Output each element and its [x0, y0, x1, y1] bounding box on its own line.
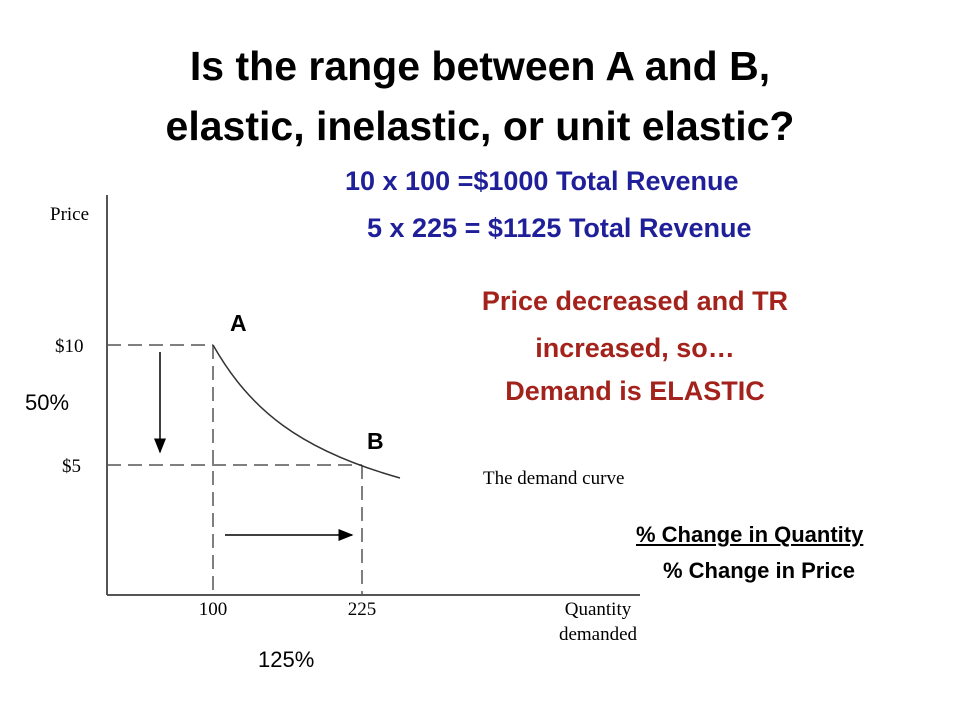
tick-label: 225: [348, 599, 377, 620]
revenue-line: 5 x 225 = $1125 Total Revenue: [367, 213, 752, 243]
formula-numerator: % Change in Quantity: [636, 522, 864, 547]
point-label: B: [367, 428, 384, 454]
axis-label: Price: [50, 204, 89, 225]
change-label: 50%: [25, 390, 70, 415]
tick-label: 100: [199, 599, 228, 620]
curve-label: The demand curve: [483, 468, 624, 489]
tick-label: $5: [62, 456, 81, 477]
axis-label: Quantity: [565, 599, 632, 620]
point-label: A: [230, 310, 247, 336]
conclusion-line: Demand is ELASTIC: [505, 376, 765, 406]
conclusion-line: increased, so…: [535, 333, 735, 363]
title-line: Is the range between A and B,: [189, 43, 771, 89]
axis-label: demanded: [559, 624, 638, 645]
revenue-line: 10 x 100 =$1000 Total Revenue: [345, 166, 739, 196]
change-label: 125%: [258, 647, 315, 672]
title-line: elastic, inelastic, or unit elastic?: [165, 103, 795, 149]
conclusion-line: Price decreased and TR: [481, 286, 789, 316]
formula-denominator: % Change in Price: [663, 558, 855, 583]
demand-curve: [212, 344, 401, 479]
tick-label: $10: [55, 336, 84, 357]
